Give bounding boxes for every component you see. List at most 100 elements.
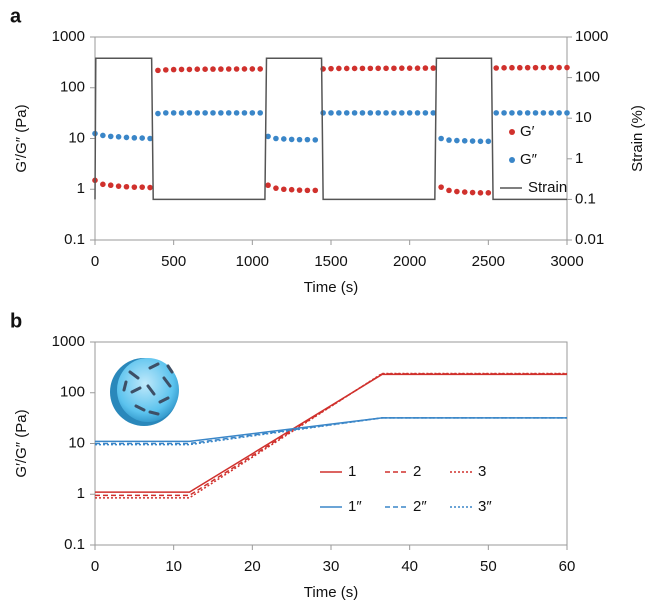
- data-point: [391, 65, 397, 72]
- data-point: [312, 137, 319, 143]
- data-point: [351, 110, 358, 116]
- data-point: [249, 66, 256, 72]
- data-point: [186, 66, 193, 73]
- y2-tick-label: 1: [575, 150, 583, 167]
- x-tick-label: 30: [323, 558, 340, 575]
- data-point: [257, 66, 264, 72]
- legend-label: 3: [478, 463, 486, 480]
- data-point: [477, 190, 484, 196]
- inset-icon: [110, 358, 179, 426]
- y-tick-label: 0.1: [64, 231, 85, 248]
- data-point: [100, 132, 106, 139]
- legend-label: 2: [413, 463, 421, 480]
- data-point: [446, 137, 452, 143]
- data-point: [202, 110, 208, 116]
- data-point: [210, 110, 216, 116]
- data-point: [304, 136, 311, 143]
- x-tick-label: 60: [559, 558, 576, 575]
- data-point: [517, 110, 523, 116]
- data-point: [107, 133, 114, 140]
- series-line: [95, 417, 567, 443]
- data-point: [469, 189, 476, 196]
- data-point: [123, 134, 130, 141]
- data-point: [100, 181, 106, 188]
- legend-label: G′: [520, 123, 535, 140]
- data-point: [115, 134, 122, 140]
- data-point: [454, 137, 460, 144]
- data-point: [564, 110, 570, 116]
- data-point: [194, 110, 201, 116]
- data-point: [438, 184, 444, 190]
- data-point: [351, 65, 358, 72]
- series-line: [95, 373, 567, 497]
- data-point: [225, 110, 232, 116]
- data-point: [115, 183, 122, 189]
- data-point: [461, 138, 468, 144]
- data-point: [265, 133, 271, 140]
- data-point: [509, 64, 515, 71]
- data-point: [399, 65, 405, 71]
- data-point: [430, 65, 437, 71]
- x-axis-title: Time (s): [304, 584, 358, 601]
- x-tick-label: 2500: [472, 253, 505, 270]
- data-point: [540, 64, 547, 71]
- data-point: [493, 110, 500, 116]
- data-point: [123, 183, 130, 190]
- data-point: [406, 110, 413, 116]
- legend-label: 1″: [348, 498, 362, 515]
- x-axis-title: Time (s): [304, 279, 358, 296]
- particles: [122, 362, 174, 416]
- y2-tick-label: 10: [575, 109, 592, 126]
- data-point: [147, 135, 153, 142]
- y-tick-label: 1000: [52, 28, 85, 45]
- y-tick-label: 10: [68, 434, 85, 451]
- data-point: [233, 66, 240, 72]
- data-point: [178, 110, 185, 116]
- data-point: [556, 110, 562, 116]
- legend-marker: [509, 129, 515, 135]
- data-point: [375, 65, 382, 72]
- legend-label: 1: [348, 463, 356, 480]
- y-tick-label: 1: [77, 180, 85, 197]
- data-point: [532, 110, 539, 116]
- data-point: [454, 188, 460, 195]
- data-point: [532, 64, 539, 71]
- data-point: [359, 65, 366, 72]
- data-point: [281, 186, 287, 193]
- data-point: [422, 65, 429, 71]
- x-tick-label: 2000: [393, 253, 426, 270]
- data-point: [517, 64, 523, 71]
- data-point: [139, 184, 145, 190]
- y-tick-label: 1000: [52, 333, 85, 350]
- data-point: [430, 110, 437, 116]
- data-point: [147, 184, 153, 191]
- data-point: [265, 182, 271, 189]
- data-point: [414, 65, 421, 71]
- data-point: [446, 187, 452, 194]
- data-point: [485, 138, 492, 145]
- data-point: [131, 184, 138, 190]
- x-tick-label: 1000: [236, 253, 269, 270]
- data-point: [548, 64, 555, 71]
- data-point: [383, 110, 389, 116]
- legend-marker: [509, 157, 515, 163]
- data-point: [564, 64, 570, 71]
- data-point: [343, 65, 350, 72]
- data-point: [469, 138, 476, 144]
- series-line: [94, 57, 567, 201]
- data-point: [107, 182, 114, 189]
- data-point: [288, 136, 295, 143]
- y2-tick-label: 100: [575, 69, 600, 86]
- data-point: [359, 110, 366, 116]
- data-point: [540, 110, 547, 116]
- y2-tick-label: 0.1: [575, 190, 596, 207]
- data-point: [273, 185, 279, 191]
- x-tick-label: 40: [401, 558, 418, 575]
- y2-tick-label: 0.01: [575, 231, 604, 248]
- data-point: [367, 65, 374, 72]
- panel-label: b: [10, 310, 22, 332]
- data-point: [170, 66, 177, 73]
- data-point: [155, 110, 161, 117]
- data-point: [218, 110, 224, 116]
